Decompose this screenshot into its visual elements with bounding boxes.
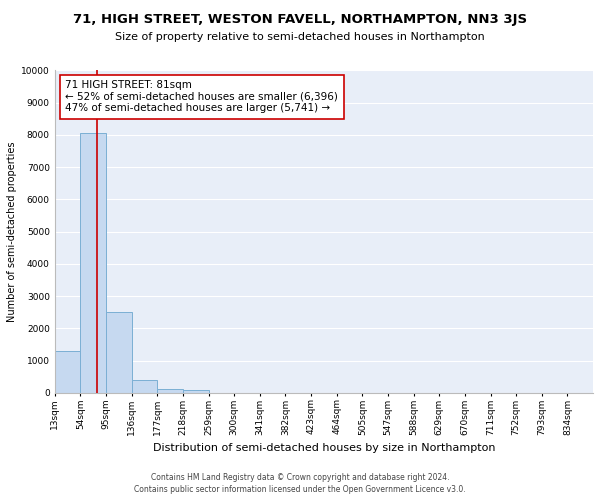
X-axis label: Distribution of semi-detached houses by size in Northampton: Distribution of semi-detached houses by … xyxy=(152,443,495,453)
Bar xyxy=(55,351,80,393)
Bar xyxy=(106,312,131,393)
Text: Contains HM Land Registry data © Crown copyright and database right 2024.: Contains HM Land Registry data © Crown c… xyxy=(151,473,449,482)
Y-axis label: Number of semi-detached properties: Number of semi-detached properties xyxy=(7,142,17,322)
Bar xyxy=(80,134,106,393)
Bar xyxy=(183,390,209,393)
Text: 71 HIGH STREET: 81sqm
← 52% of semi-detached houses are smaller (6,396)
47% of s: 71 HIGH STREET: 81sqm ← 52% of semi-deta… xyxy=(65,80,338,114)
Text: 71, HIGH STREET, WESTON FAVELL, NORTHAMPTON, NN3 3JS: 71, HIGH STREET, WESTON FAVELL, NORTHAMP… xyxy=(73,12,527,26)
Bar xyxy=(131,380,157,393)
Bar xyxy=(157,388,183,393)
Text: Contains public sector information licensed under the Open Government Licence v3: Contains public sector information licen… xyxy=(134,486,466,494)
Text: Size of property relative to semi-detached houses in Northampton: Size of property relative to semi-detach… xyxy=(115,32,485,42)
